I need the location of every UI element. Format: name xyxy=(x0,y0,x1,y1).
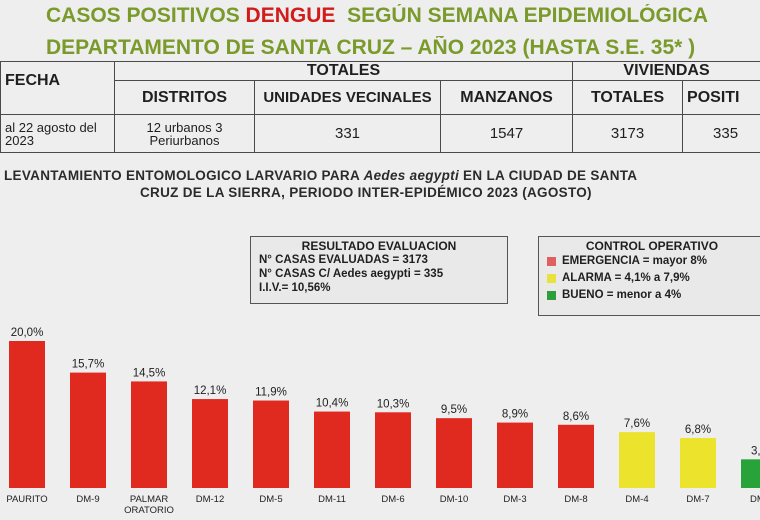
bar-value-label: 7,6% xyxy=(624,418,650,430)
control-item-alarma: ALARMA = 4,1% a 7,9% xyxy=(539,270,760,287)
category-label: DM-12 xyxy=(196,494,225,505)
bar-value-label: 8,6% xyxy=(563,411,589,423)
dengue-highlight: DENGUE xyxy=(245,4,336,27)
resultado-line: I.I.V.= 10,56% xyxy=(259,282,331,294)
control-title: CONTROL OPERATIVO xyxy=(585,239,719,253)
bar xyxy=(70,372,106,488)
red-swatch xyxy=(547,257,556,266)
control-operativo-box: CONTROL OPERATIVO EMERGENCIA = mayor 8% … xyxy=(538,236,760,316)
bar xyxy=(741,459,760,488)
bar xyxy=(253,400,289,488)
summary-table: FECHA TOTALES VIVIENDAS DISTRITOS UNIDAD… xyxy=(0,61,760,153)
fecha-value: al 22 agosto del 2023 xyxy=(0,114,115,153)
page-subtitle: DEPARTAMENTO DE SANTA CRUZ – AÑO 2023 (H… xyxy=(46,36,696,59)
bar-value-label: 6,8% xyxy=(685,424,711,436)
bar-value-label: 3,9 xyxy=(751,445,760,457)
bar-value-label: 10,4% xyxy=(316,398,349,410)
fecha-header: FECHA xyxy=(0,61,115,115)
viv-totales-value: 3173 xyxy=(572,114,684,153)
bar xyxy=(619,432,655,488)
yellow-swatch xyxy=(547,274,556,283)
page-title: CASOS POSITIVOS DENGUE SEGÚN SEMANA EPID… xyxy=(46,4,708,27)
category-label: DM-9 xyxy=(76,494,99,505)
bar-value-label: 11,9% xyxy=(255,387,287,399)
bar-value-label: 14,5% xyxy=(133,367,166,379)
bar xyxy=(497,422,533,488)
bar xyxy=(436,418,472,488)
control-item-bueno: BUENO = menor a 4% xyxy=(539,287,760,304)
category-label: DM- xyxy=(750,494,760,505)
bar xyxy=(9,341,45,488)
viv-positivas-value: 335 xyxy=(682,114,760,153)
manzanos-value: 1547 xyxy=(439,114,574,153)
category-label: DM-10 xyxy=(440,494,469,505)
distritos-value: 12 urbanos 3 Periurbanos xyxy=(114,114,255,153)
species-name: Aedes aegypti xyxy=(363,168,459,183)
bar xyxy=(680,438,716,488)
viv-totales-header: TOTALES xyxy=(572,80,684,115)
bar-value-label: 9,5% xyxy=(441,404,467,416)
bar-value-label: 8,9% xyxy=(502,409,528,421)
viv-positivas-header: POSITI xyxy=(682,80,760,115)
category-label: DM-6 xyxy=(381,494,404,505)
resultado-title: RESULTADO EVALUACION xyxy=(301,239,457,253)
category-label: DM-5 xyxy=(259,494,282,505)
bar xyxy=(314,411,350,488)
category-label: DM-11 xyxy=(318,494,346,505)
green-swatch xyxy=(547,291,556,300)
bar xyxy=(192,399,228,488)
category-label: DM-4 xyxy=(625,494,648,505)
bar-value-label: 15,7% xyxy=(72,359,105,371)
bar xyxy=(131,381,167,488)
category-label: DM-7 xyxy=(686,494,709,505)
bar-value-label: 20,0% xyxy=(11,327,44,339)
bar xyxy=(375,412,411,488)
bar xyxy=(558,424,594,488)
bar-value-label: 12,1% xyxy=(194,385,227,397)
category-label: PALMAR ORATORIO xyxy=(124,494,174,516)
category-label: DM-3 xyxy=(503,494,526,505)
unidades-value: 331 xyxy=(254,114,441,153)
resultado-box: RESULTADO EVALUACION N° CASAS EVALUADAS … xyxy=(250,236,508,304)
control-item-emergencia: EMERGENCIA = mayor 8% xyxy=(539,253,760,270)
unidades-header: UNIDADES VECINALES xyxy=(254,80,441,115)
category-label: DM-8 xyxy=(564,494,587,505)
resultado-line: N° CASAS EVALUADAS = 3173 xyxy=(259,254,428,266)
bar-value-label: 10,3% xyxy=(377,398,410,410)
manzanos-header: MANZANOS xyxy=(439,80,574,115)
resultado-line: N° CASAS C/ Aedes aegypti = 335 xyxy=(259,268,444,280)
category-label: PAURITO xyxy=(6,494,47,505)
levantamiento-heading: LEVANTAMIENTO ENTOMOLOGICO LARVARIO PARA… xyxy=(4,168,638,200)
